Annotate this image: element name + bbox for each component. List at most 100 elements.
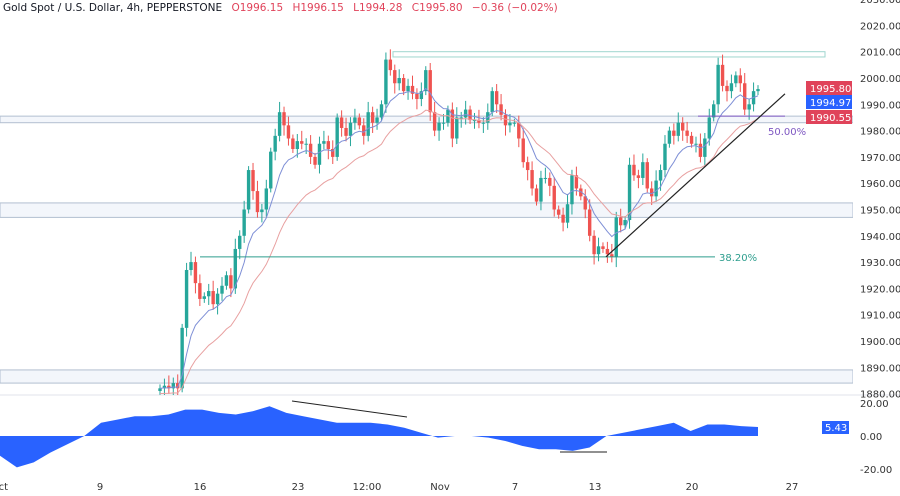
- candle-body: [251, 170, 255, 192]
- candle-body: [180, 327, 184, 389]
- candle-body: [556, 209, 561, 215]
- candle-body: [401, 78, 406, 92]
- time-tick: Oct: [0, 482, 8, 493]
- candle-body: [282, 112, 286, 126]
- candle-body: [512, 122, 517, 124]
- candle-body: [441, 122, 446, 124]
- candle-body: [339, 117, 344, 128]
- candle-body: [269, 151, 273, 189]
- candle-body: [238, 235, 242, 249]
- candle-body: [729, 83, 734, 92]
- candle-body: [260, 209, 264, 213]
- candle-body: [548, 177, 552, 186]
- price-tick: 1990.00: [860, 100, 900, 111]
- candle-body: [322, 141, 326, 144]
- candle-body: [747, 104, 751, 110]
- candle-body: [654, 180, 658, 197]
- candle-body: [539, 177, 543, 202]
- candle-body: [627, 164, 632, 221]
- candle-body: [632, 164, 636, 176]
- price-tick: 1970.00: [860, 153, 900, 164]
- candle-body: [623, 220, 627, 226]
- candle-body: [384, 59, 388, 105]
- candle-body: [229, 275, 233, 289]
- candle-body: [680, 122, 685, 131]
- candle-body: [233, 248, 238, 289]
- candle-body: [645, 162, 649, 189]
- candle-body: [579, 188, 583, 197]
- candle-body: [610, 254, 614, 257]
- candle-body: [521, 138, 525, 163]
- ohlc-change: −0.36 (−0.02%): [471, 2, 558, 14]
- candle-body: [277, 112, 282, 136]
- sr-zone: [0, 202, 853, 218]
- candle-body: [455, 117, 459, 139]
- price-label-bg: [806, 110, 852, 124]
- candle-body: [685, 130, 689, 136]
- price-tick: 2020.00: [860, 21, 900, 32]
- candle-body: [658, 170, 663, 181]
- candle-body: [583, 196, 587, 210]
- candle-body: [720, 64, 725, 86]
- price-tick: 2030.00: [860, 0, 900, 6]
- candle-body: [215, 293, 220, 305]
- price-tick: 1880.00: [860, 390, 900, 401]
- candle-body: [490, 91, 494, 113]
- candle-body: [716, 64, 720, 105]
- ohlc-high: H1996.15: [292, 2, 344, 14]
- osc-label-bg: [822, 421, 849, 434]
- candle-body: [171, 383, 175, 389]
- trendline: [605, 93, 786, 258]
- candle-body: [494, 91, 499, 105]
- candle-body: [362, 125, 366, 136]
- ema-fast-line: [159, 87, 759, 389]
- candle-body: [370, 112, 375, 123]
- candle-body: [596, 246, 601, 255]
- candle-body: [667, 130, 672, 144]
- candle-body: [428, 70, 432, 113]
- candle-body: [689, 135, 694, 144]
- candle-body: [246, 170, 251, 210]
- candle-body: [158, 388, 162, 391]
- candle-body: [207, 291, 211, 297]
- candle-body: [424, 70, 428, 92]
- candle-body: [743, 83, 747, 110]
- candle-body: [574, 175, 579, 189]
- osc-tick: 0.00: [860, 432, 882, 443]
- candle-body: [242, 209, 246, 236]
- candle-body: [499, 104, 503, 115]
- candle-body: [703, 138, 707, 157]
- candle-body: [300, 141, 304, 144]
- candle-body: [756, 89, 760, 92]
- ohlc-low: L1994.28: [353, 2, 403, 14]
- divergence-line: [291, 400, 408, 418]
- price-label: 1995.80: [810, 84, 851, 95]
- candle-body: [707, 117, 711, 139]
- sr-zone: [0, 115, 853, 124]
- candle-body: [198, 283, 202, 299]
- candle-body: [419, 91, 424, 100]
- candle-body: [672, 130, 676, 136]
- price-tick: 2000.00: [860, 74, 900, 85]
- ema-slow-line: [159, 109, 759, 395]
- candle-body: [459, 117, 463, 119]
- candle-body: [331, 149, 335, 157]
- price-tick: 2010.00: [860, 48, 900, 59]
- price-tick: 1900.00: [860, 337, 900, 348]
- candle-body: [189, 262, 193, 270]
- candle-body: [344, 127, 348, 136]
- candle-body: [530, 170, 534, 189]
- time-tick: 27: [786, 482, 799, 493]
- candle-body: [508, 122, 512, 126]
- candle-body: [552, 185, 556, 210]
- candle-body: [663, 143, 667, 171]
- candle-body: [375, 117, 379, 123]
- price-tick: 1920.00: [860, 284, 900, 295]
- price-pane: 38.20% 50.00%: [0, 49, 853, 395]
- candle-body: [224, 275, 229, 286]
- price-tick: 1940.00: [860, 232, 900, 243]
- candle-body: [326, 141, 331, 150]
- candle-body: [605, 248, 610, 255]
- candle-body: [437, 122, 441, 131]
